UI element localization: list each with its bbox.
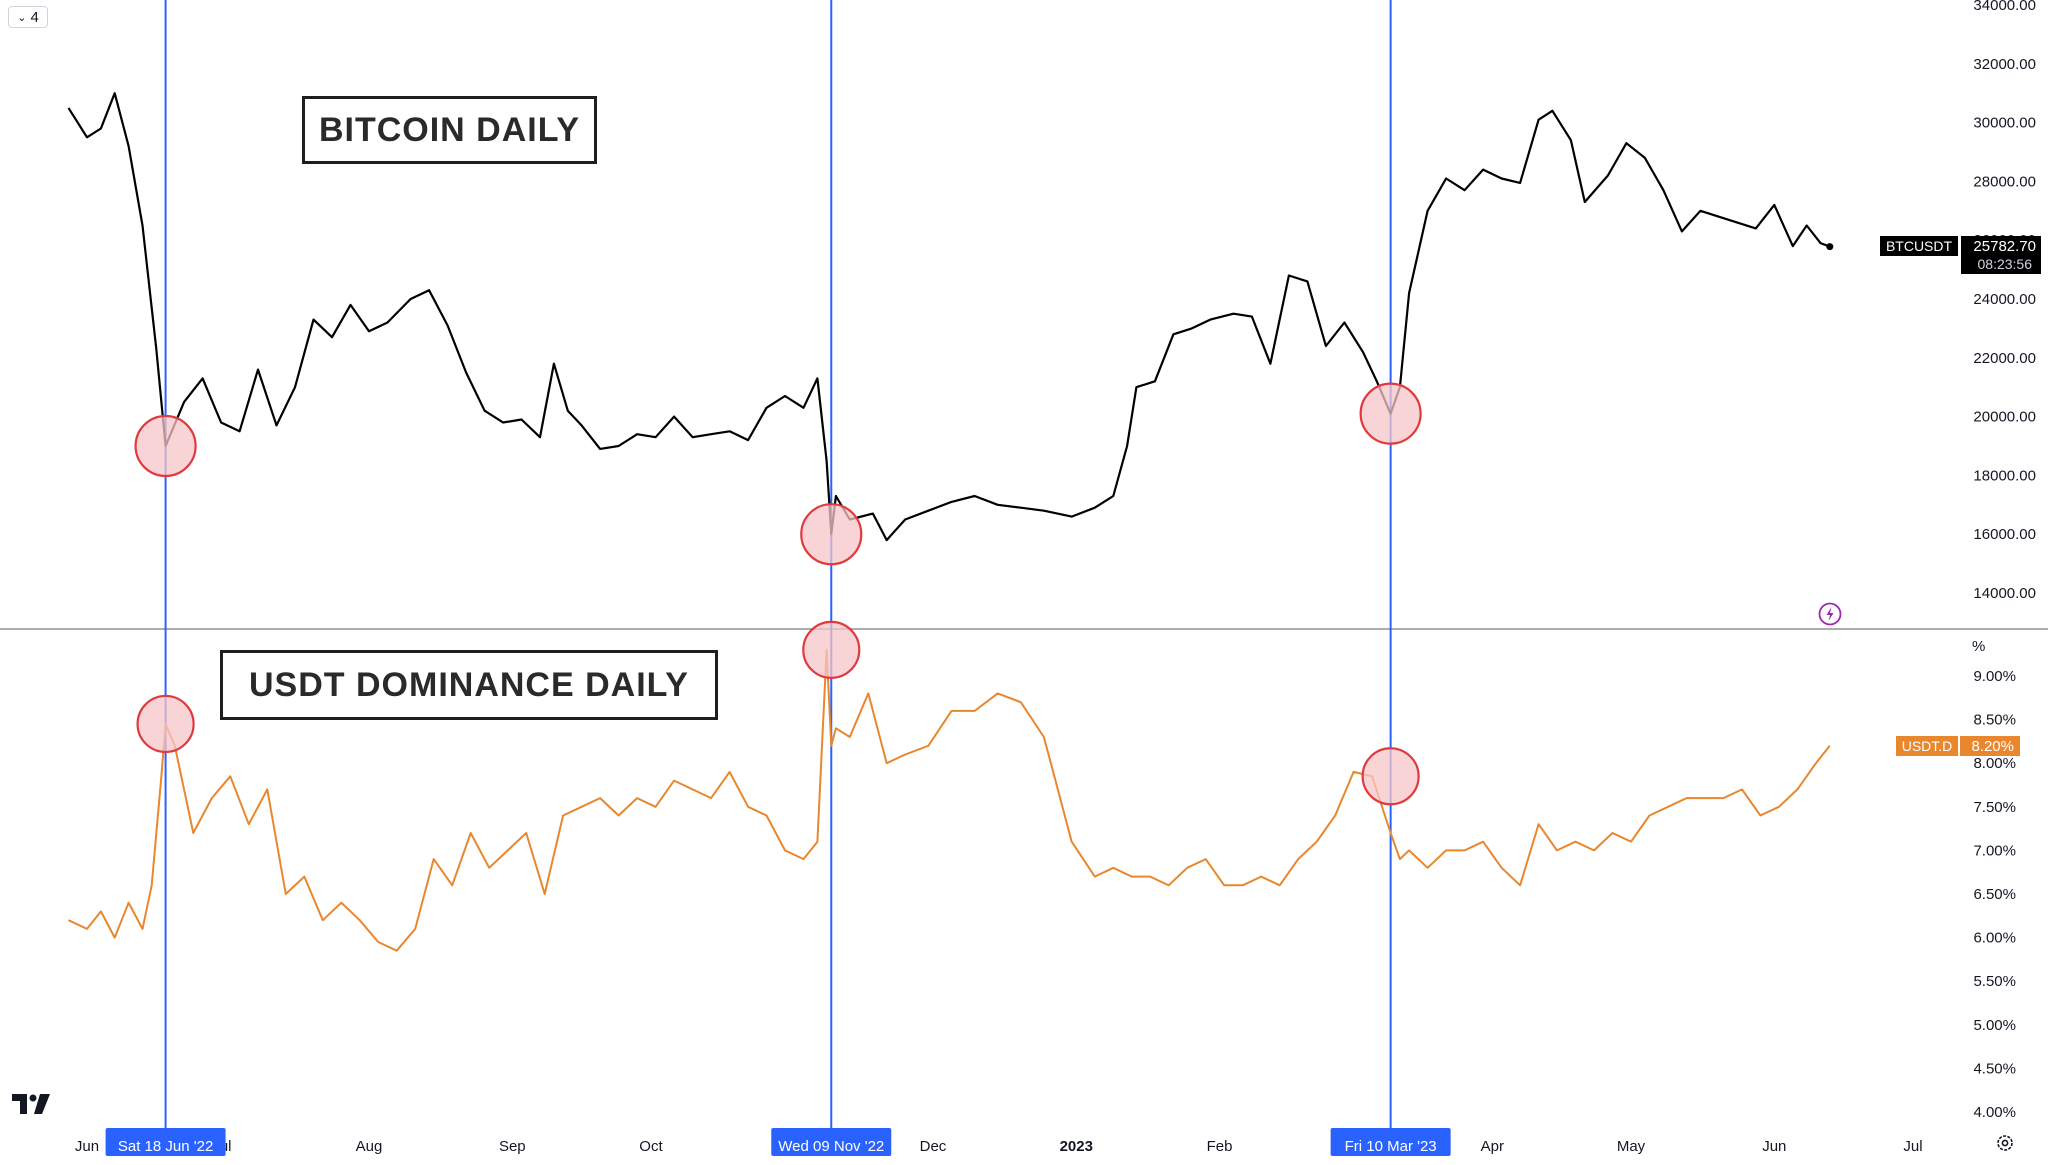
btc-y-tick-label: 34000.00: [1973, 0, 2036, 14]
usdt-dominance-line: [68, 648, 1831, 952]
btc-y-tick-label: 32000.00: [1973, 56, 2036, 73]
usdt-chart-title: USDT DOMINANCE DAILY: [220, 650, 718, 720]
x-axis-label: Jun: [75, 1138, 99, 1155]
usdt-y-unit-label: %: [1972, 638, 1985, 655]
x-axis-label: Aug: [356, 1138, 383, 1155]
x-axis-label: Jul: [1903, 1138, 1922, 1155]
btc-symbol-badge: [1880, 236, 1958, 256]
usdt-y-tick-label: 5.00%: [1973, 1017, 2016, 1034]
lightning-icon[interactable]: [1818, 602, 1842, 631]
gear-icon[interactable]: [1994, 1132, 2016, 1159]
usdt-highlight-circle: [802, 620, 861, 679]
x-axis-label: Jun: [1762, 1138, 1786, 1155]
btc-y-tick-label: 22000.00: [1973, 350, 2036, 367]
usdt-y-tick-label: 7.50%: [1973, 799, 2016, 816]
marker-date-label: Fri 10 Mar '23: [1345, 1138, 1437, 1155]
btc-y-tick-label: 24000.00: [1973, 291, 2036, 308]
x-axis-label: Sep: [499, 1138, 526, 1155]
usdt-y-tick-label: 4.50%: [1973, 1060, 2016, 1077]
btc-y-tick-label: 18000.00: [1973, 467, 2036, 484]
x-axis-label: ul: [220, 1138, 232, 1155]
btc-highlight-circle: [1359, 382, 1422, 445]
marker-date-badge: [1330, 1128, 1451, 1156]
tradingview-logo-icon[interactable]: [12, 1094, 52, 1121]
collapse-count: 4: [30, 8, 39, 26]
btc-y-tick-label: 16000.00: [1973, 526, 2036, 543]
btc-y-tick-label: 20000.00: [1973, 409, 2036, 426]
usdt-symbol-label: USDT.D: [1902, 738, 1953, 754]
btc-y-tick-label: 14000.00: [1973, 585, 2036, 602]
btc-chart-title: BITCOIN DAILY: [302, 96, 597, 164]
usdt-y-tick-label: 6.00%: [1973, 930, 2016, 947]
btc-y-tick-label: 30000.00: [1973, 115, 2036, 132]
usdt-highlight-circle: [136, 694, 195, 754]
chevron-down-icon: ⌄: [17, 11, 27, 24]
btc-price-line: [67, 92, 1831, 542]
usdt-y-tick-label: 7.00%: [1973, 842, 2016, 859]
btc-last-point: [1826, 243, 1834, 251]
x-axis-label: Oct: [639, 1138, 663, 1155]
btc-highlight-circle: [800, 503, 863, 566]
usdt-y-tick-label: 8.50%: [1973, 712, 2016, 729]
btc-y-tick-label: 28000.00: [1973, 173, 2036, 190]
usdt-y-tick-label: 6.50%: [1973, 886, 2016, 903]
usdt-symbol-badge: [1896, 736, 1958, 756]
btc-countdown-label: 08:23:56: [1978, 256, 2033, 272]
x-axis-label: Feb: [1207, 1138, 1233, 1155]
usdt-y-tick-label: 4.00%: [1973, 1104, 2016, 1121]
x-axis-label: May: [1617, 1138, 1646, 1155]
x-axis-label: Dec: [920, 1138, 947, 1155]
usdt-highlight-circle: [1361, 747, 1420, 806]
btc-symbol-label: BTCUSDT: [1886, 238, 1953, 254]
btc-last-price-badge: [1961, 236, 2041, 274]
marker-date-badge: [105, 1128, 226, 1156]
marker-date-label: Wed 09 Nov '22: [778, 1138, 884, 1155]
usdt-last-value-label: 8.20%: [1971, 738, 2014, 755]
x-axis-label: 2023: [1060, 1138, 1093, 1155]
marker-date-badge: [771, 1128, 892, 1156]
usdt-y-tick-label: 5.50%: [1973, 973, 2016, 990]
marker-date-label: Sat 18 Jun '22: [118, 1138, 213, 1155]
usdt-y-tick-label: 9.00%: [1973, 668, 2016, 685]
collapse-indicators-button[interactable]: ⌄ 4: [8, 6, 48, 28]
btc-last-price-label: 25782.70: [1973, 238, 2036, 255]
btc-highlight-circle: [134, 414, 197, 478]
usdt-y-tick-label: 8.00%: [1973, 755, 2016, 772]
usdt-last-value-badge: [1960, 736, 2020, 756]
x-axis-label: Apr: [1481, 1138, 1504, 1155]
